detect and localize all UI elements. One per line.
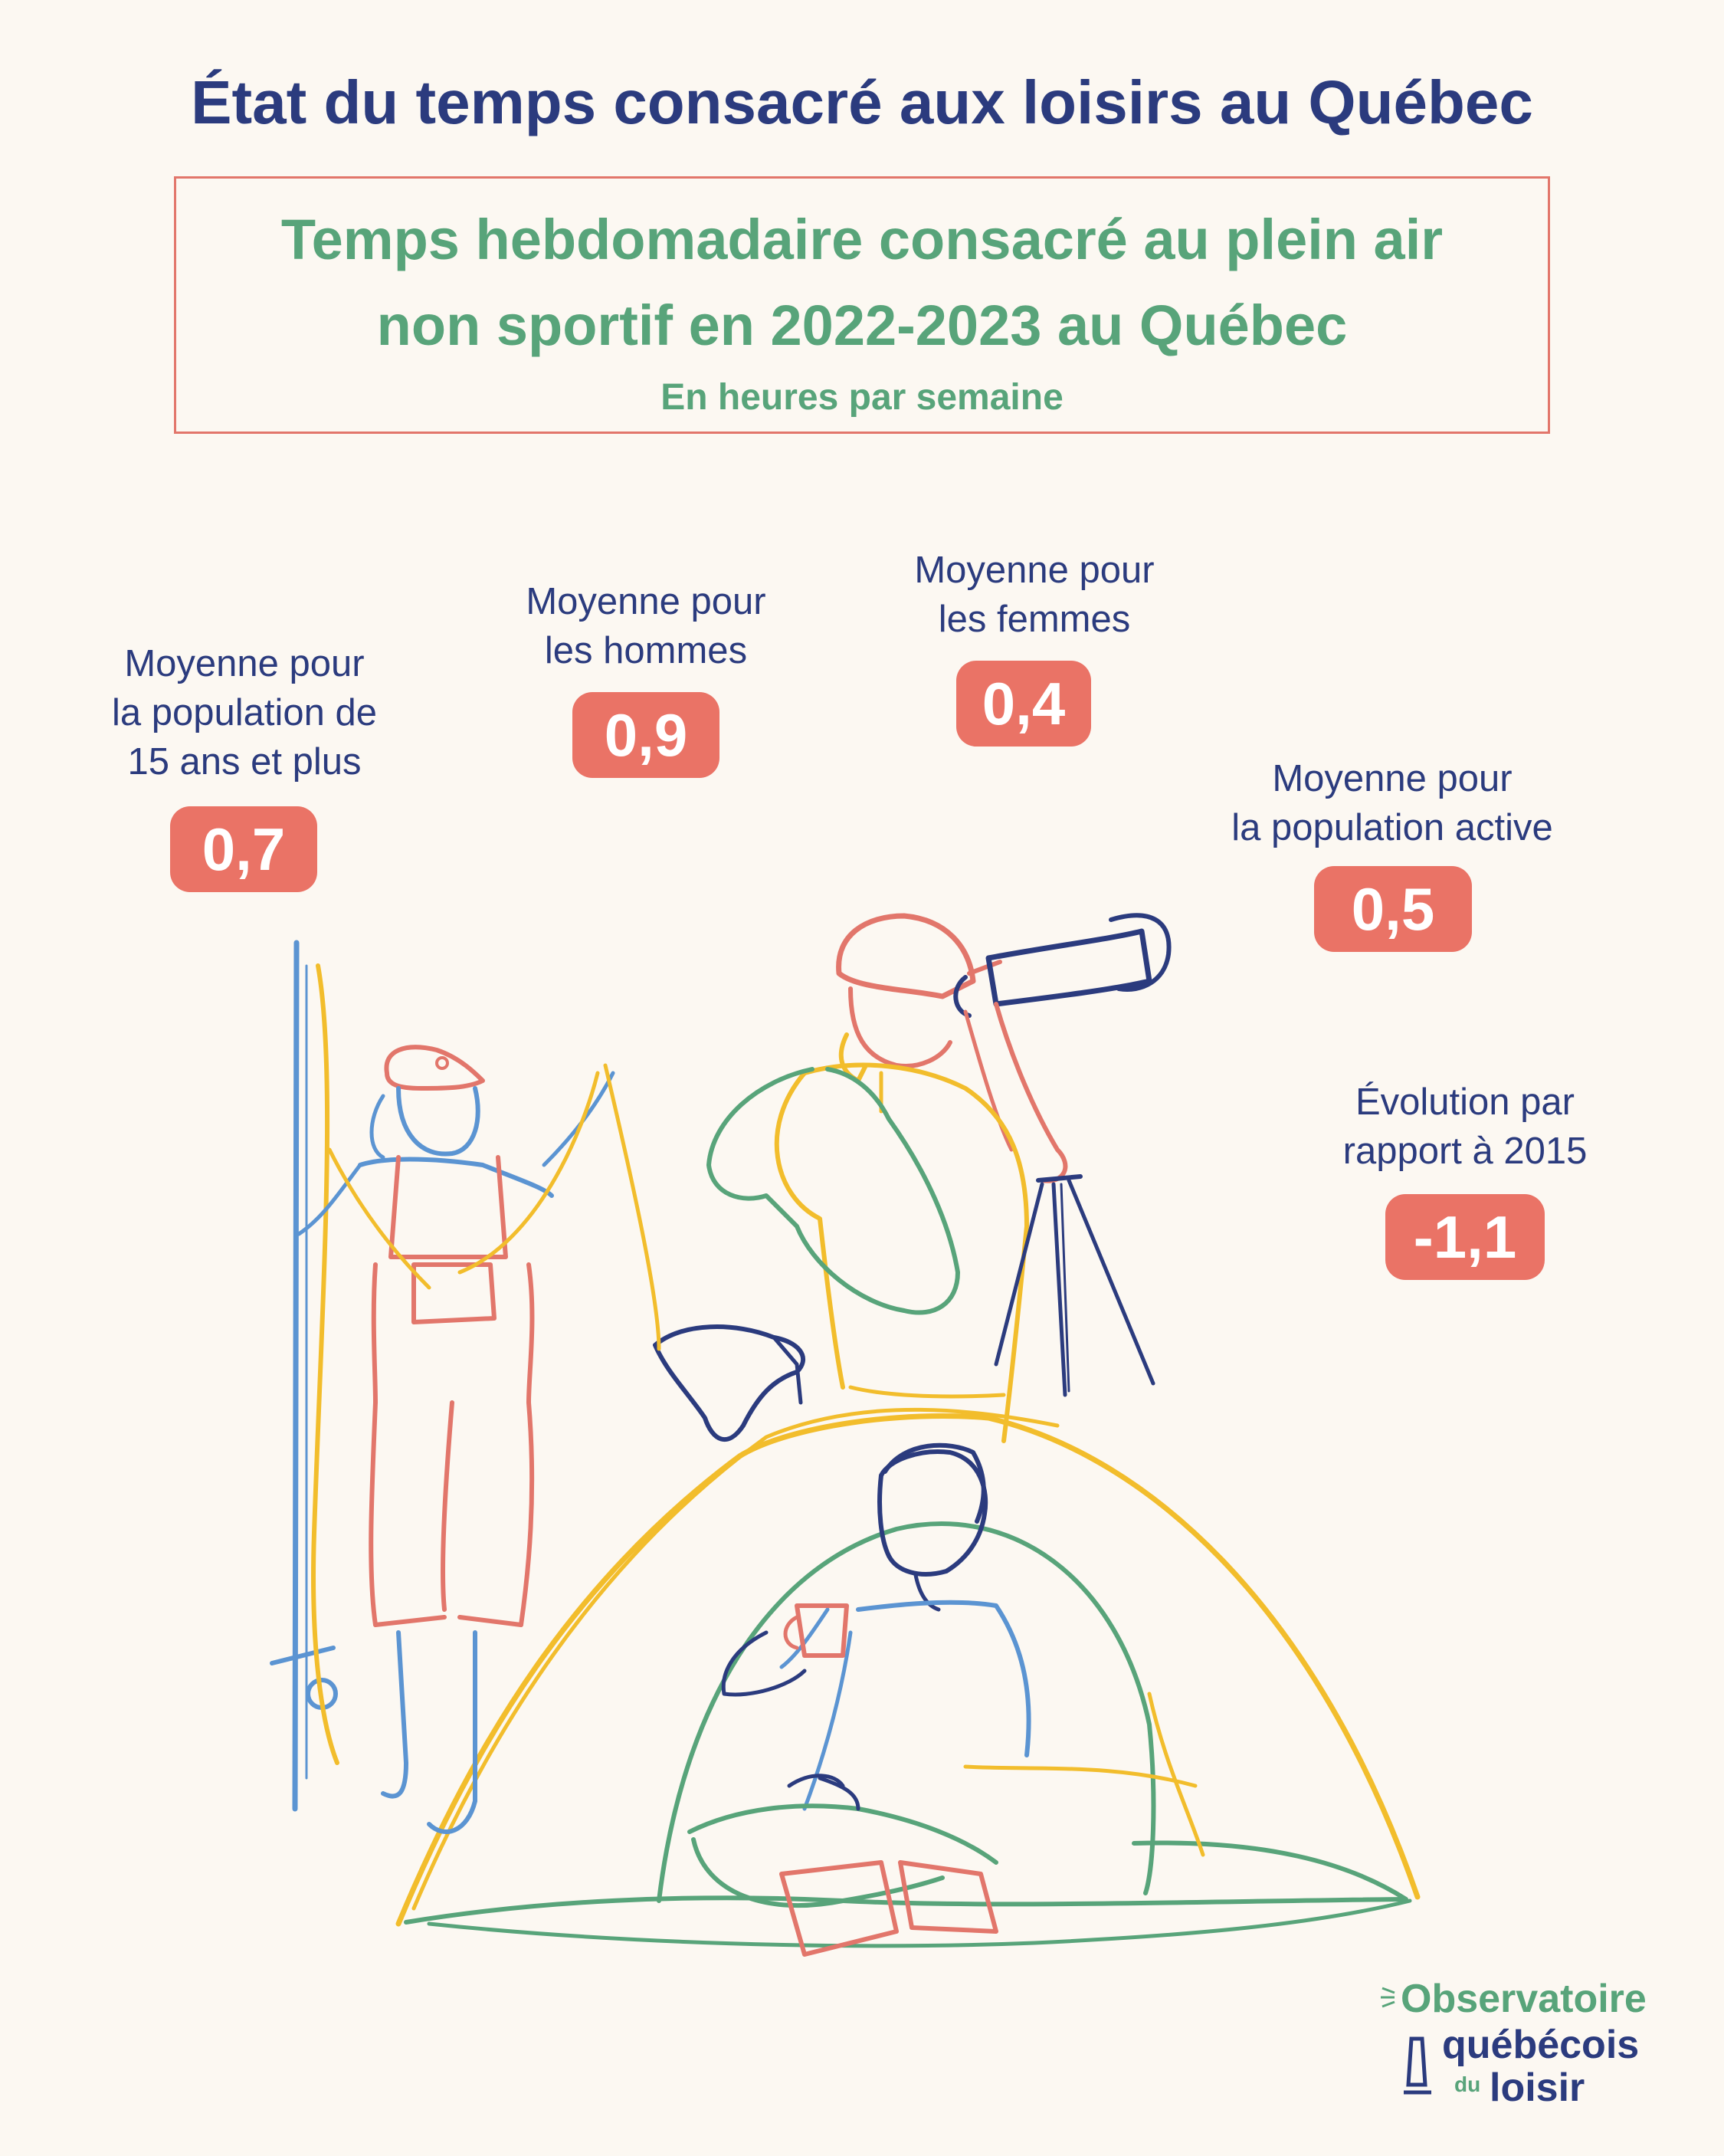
stat-label-line: les femmes <box>938 599 1131 640</box>
stat-label-men: Moyenne pour les hommes <box>462 577 830 675</box>
stat-label-line: Moyenne pour <box>124 643 365 684</box>
tent-icon <box>395 1407 1421 1948</box>
subtitle-box: Temps hebdomadaire consacré au plein air… <box>174 176 1550 434</box>
logo-line-2: québécois <box>1442 2023 1640 2067</box>
stat-label-women: Moyenne pour les femmes <box>851 546 1218 644</box>
stat-label-line: 15 ans et plus <box>127 741 362 783</box>
stat-label-active: Moyenne pour la population active <box>1185 754 1599 852</box>
stat-badge-evolution: -1,1 <box>1385 1194 1545 1280</box>
stat-label-line: Évolution par <box>1355 1081 1575 1123</box>
units-label: En heures par semaine <box>660 377 1064 418</box>
observatoire-logo: Observatoire québécois du loisir <box>1379 1977 1686 2131</box>
lighthouse-icon <box>1404 2036 1431 2095</box>
stat-label-line: la population active <box>1231 807 1553 848</box>
stat-badge-men: 0,9 <box>572 692 719 778</box>
stat-label-line: Moyenne pour <box>914 550 1155 591</box>
logo-spark-icon <box>1381 1987 1395 2008</box>
stat-label-line: rapport à 2015 <box>1342 1131 1588 1172</box>
page-title: État du temps consacré aux loisirs au Qu… <box>191 68 1533 136</box>
subtitle-line-1: Temps hebdomadaire consacré au plein air <box>280 208 1444 271</box>
subtitle-line-2: non sportif en 2022-2023 au Québec <box>376 294 1348 357</box>
logo-small-du: du <box>1454 2072 1481 2096</box>
stat-label-population: Moyenne pour la population de 15 ans et … <box>61 639 428 786</box>
logo-line-3: loisir <box>1490 2066 1585 2110</box>
stat-badge-population: 0,7 <box>170 806 317 892</box>
tripod-icon <box>994 1174 1155 1397</box>
stat-label-line: la population de <box>111 692 377 733</box>
stat-label-line: Moyenne pour <box>526 581 766 622</box>
camper-man-icon <box>687 1442 1031 1957</box>
stat-badge-women: 0,4 <box>956 661 1091 747</box>
binocular-man-icon <box>706 913 1172 1443</box>
stat-label-evolution: Évolution par rapport à 2015 <box>1281 1078 1649 1176</box>
logo-line-1: Observatoire <box>1401 1977 1647 2021</box>
stat-label-line: Moyenne pour <box>1272 758 1513 799</box>
stat-badge-active: 0,5 <box>1314 866 1472 952</box>
fish-icon <box>653 1324 805 1442</box>
fishing-woman-icon <box>270 940 661 1834</box>
stat-label-line: les hommes <box>544 630 748 671</box>
